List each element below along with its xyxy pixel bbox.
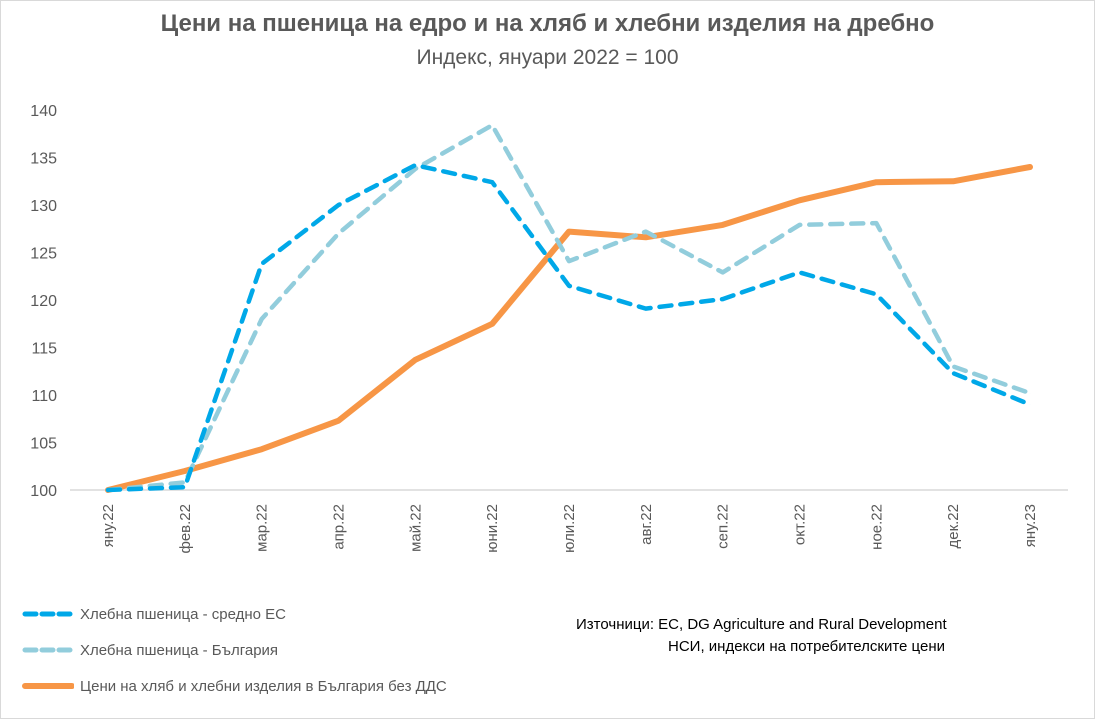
- y-tick-label: 135: [30, 151, 57, 168]
- legend-label-bg: Хлебна пшеница - България: [80, 641, 279, 659]
- x-tick-label: сеп.22: [715, 504, 732, 549]
- legend-item-eu: Хлебна пшеница - средно ЕС: [22, 596, 447, 632]
- legend-item-bg: Хлебна пшеница - България: [22, 632, 447, 668]
- x-tick-label: яну.22: [100, 504, 117, 547]
- x-tick-label: яну.23: [1022, 504, 1039, 547]
- x-tick-label: май.22: [407, 504, 424, 552]
- line-chart: 100 105 110 115 120 125 130 135 140 яну.22 фев.22…: [30, 103, 1068, 554]
- x-tick-label: фев.22: [177, 504, 194, 554]
- series-line-2: [105, 164, 1033, 493]
- chart-subtitle: Индекс, януари 2022 = 100: [416, 46, 679, 69]
- y-tick-label: 100: [30, 483, 57, 500]
- y-axis-ticks: 100 105 110 115 120 125 130 135 140: [30, 103, 57, 500]
- legend-swatch-eu: [22, 611, 74, 617]
- x-tick-label: окт.22: [792, 504, 809, 545]
- series-line-0: [105, 162, 1033, 493]
- x-tick-label: юли.22: [561, 504, 578, 553]
- legend-label-eu: Хлебна пшеница - средно ЕС: [80, 605, 286, 623]
- legend-swatch-bg: [22, 647, 74, 653]
- source-line-2: НСИ, индекси на потребителските цени: [668, 638, 945, 655]
- y-tick-label: 115: [31, 341, 57, 358]
- legend-swatch-bread: [22, 683, 74, 689]
- x-tick-label: авг.22: [638, 504, 655, 545]
- y-tick-label: 125: [30, 246, 57, 263]
- chart-title: Цени на пшеница на едро и на хляб и хлеб…: [160, 10, 935, 37]
- x-tick-label: апр.22: [331, 504, 348, 550]
- x-axis-ticks: яну.22 фев.22 мар.22 апр.22 май.22 юни.22 юли.…: [100, 504, 1039, 554]
- legend-item-bread: Цени на хляб и хлебни изделия в България…: [22, 668, 447, 704]
- y-tick-label: 105: [30, 436, 57, 453]
- legend-label-bread: Цени на хляб и хлебни изделия в България…: [80, 677, 447, 695]
- x-tick-label: ное.22: [868, 504, 885, 550]
- legend: Хлебна пшеница - средно ЕС Хлебна пшениц…: [22, 596, 447, 704]
- source-line-1: Източници: EC, DG Agriculture and Rural …: [576, 616, 947, 633]
- x-tick-label: юни.22: [484, 504, 501, 553]
- y-tick-label: 110: [31, 388, 57, 405]
- y-tick-label: 130: [30, 198, 57, 215]
- y-tick-label: 120: [30, 293, 57, 310]
- source-note: Източници: EC, DG Agriculture and Rural …: [576, 614, 947, 658]
- y-tick-label: 140: [30, 103, 57, 120]
- x-tick-label: мар.22: [254, 504, 271, 552]
- series-lines: [105, 122, 1033, 493]
- x-tick-label: дек.22: [945, 504, 962, 549]
